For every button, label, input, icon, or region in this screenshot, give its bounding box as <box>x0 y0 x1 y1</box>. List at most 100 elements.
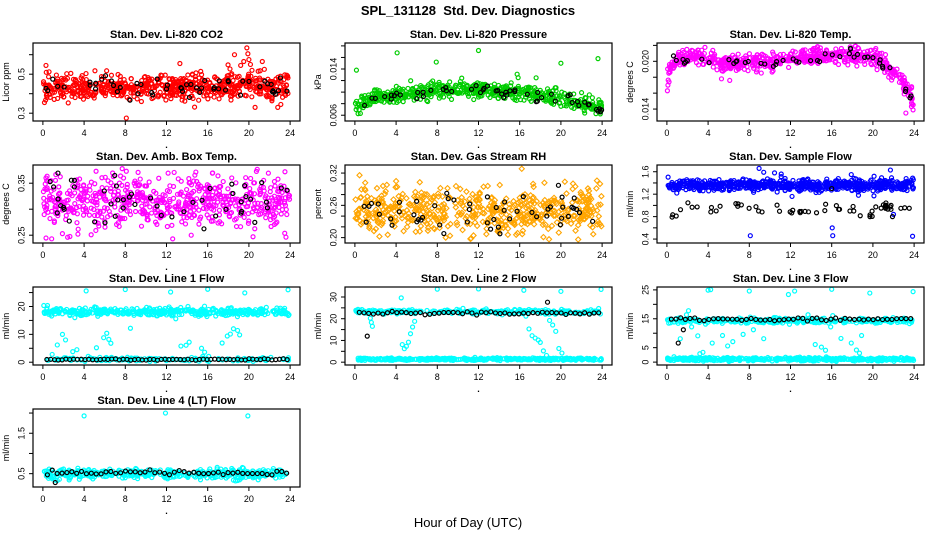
series-hourly-mean <box>44 356 290 363</box>
plot-line3-flow: Stan. Dev. Line 3 Flow ml/min 0 5 15 25 0 4 8 12 1… <box>624 272 936 394</box>
series-raw-low-cluster <box>52 476 261 484</box>
data-points <box>41 410 290 486</box>
svg-text:8: 8 <box>123 372 128 382</box>
series-raw-top-outliers <box>434 286 604 294</box>
series-raw <box>40 166 293 242</box>
series-hourly-mean <box>44 467 290 478</box>
svg-text:.: . <box>165 384 168 394</box>
svg-text:1.6: 1.6 <box>640 165 650 178</box>
series-raw-scattered <box>367 295 565 359</box>
svg-text:0.20: 0.20 <box>328 229 338 247</box>
plot-sample-flow: Stan. Dev. Sample Flow ml/min 0. 4 0.8 1.2 1.6… <box>624 150 936 272</box>
plots-grid: Stan. Dev. Li-820 CO2 Licor ppm 0.3 0.5 0 4 8 1… <box>0 28 936 516</box>
plot-li820-temp: Stan. Dev. Li-820 Temp. degrees C 0.014 0.0… <box>624 28 936 150</box>
axes: 0.3 0.5 0 4 8 12 16 20 24. <box>16 54 295 150</box>
svg-text:0.32: 0.32 <box>328 164 338 182</box>
plot-title: Stan. Dev. Sample Flow <box>729 151 852 163</box>
series-raw-outliers <box>664 76 916 116</box>
svg-text:0: 0 <box>40 250 45 260</box>
svg-text:.: . <box>789 262 792 272</box>
plot-li820-pressure: Stan. Dev. Li-820 Pressure kPa 0.006 0.014 0… <box>312 28 624 150</box>
plot-title: Stan. Dev. Li-820 Temp. <box>730 29 852 41</box>
svg-text:0.3: 0.3 <box>16 107 26 120</box>
svg-text:12: 12 <box>161 128 171 138</box>
svg-text:20: 20 <box>244 372 254 382</box>
plot-title: Stan. Dev. Line 1 Flow <box>109 273 225 285</box>
series-raw-scattered <box>49 315 243 361</box>
svg-text:0: 0 <box>664 128 669 138</box>
svg-text:16: 16 <box>515 128 525 138</box>
plot-svg-gas-stream-rh: Stan. Dev. Gas Stream RHpercent0.200.260… <box>313 151 613 272</box>
svg-text:16: 16 <box>515 250 525 260</box>
series-hourly-end-cluster <box>593 106 605 115</box>
svg-text:20: 20 <box>556 250 566 260</box>
series-raw-outliers <box>747 165 916 239</box>
svg-text:24: 24 <box>597 250 607 260</box>
series-raw-outliers <box>43 45 284 121</box>
data-points <box>40 166 293 242</box>
axes: 0.51.50 4 8 12 16 20 24. <box>16 412 295 516</box>
axes: 0.20 0.26 0.32 0 4 8 12 16 20 24. <box>328 164 607 272</box>
plot-svg-line1-flow: Stan. Dev. Line 1 Flow ml/min 0 10 20 0 4 8 12 16… <box>1 273 301 394</box>
axes: 0.014 0.020 0 4 8 12 16 20 24. <box>640 44 919 150</box>
svg-text:8: 8 <box>435 372 440 382</box>
svg-text:16: 16 <box>203 128 213 138</box>
svg-text:30: 30 <box>328 292 338 302</box>
svg-text:0: 0 <box>352 250 357 260</box>
series-raw-outliers <box>353 47 604 106</box>
y-axis-unit-label: degrees C <box>1 183 11 225</box>
plot-title: Stan. Dev. Amb. Box Temp. <box>96 151 237 163</box>
data-points <box>41 286 292 365</box>
series-raw <box>665 43 916 110</box>
svg-text:20: 20 <box>328 314 338 324</box>
plot-svg-li820-temp: Stan. Dev. Li-820 Temp.degrees C0.0140.0… <box>625 29 925 150</box>
series-hourly-mean <box>670 45 914 101</box>
svg-text:0: 0 <box>664 250 669 260</box>
svg-text:16: 16 <box>203 250 213 260</box>
svg-text:0: 0 <box>352 128 357 138</box>
svg-text:0: 0 <box>328 360 338 365</box>
x-axis-label: Hour of Day (UTC) <box>413 515 523 530</box>
series-hourly-mean <box>668 315 914 324</box>
y-axis-unit-label: ml/min <box>1 435 11 462</box>
svg-text:12: 12 <box>161 372 171 382</box>
svg-text:0: 0 <box>40 372 45 382</box>
axes: 0 10 20 0 4 8 12 16 20 24. <box>16 292 295 394</box>
svg-text:24: 24 <box>285 128 295 138</box>
svg-text:4: 4 <box>706 250 711 260</box>
svg-text:24: 24 <box>597 128 607 138</box>
svg-text:.: . <box>477 384 480 394</box>
axes: 0 10 20 30 0 4 8 12 16 20 24. <box>328 292 607 394</box>
series-raw-high-band <box>41 302 292 320</box>
svg-text:20: 20 <box>556 372 566 382</box>
svg-text:0: 0 <box>16 360 26 365</box>
y-axis-unit-label: ml/min <box>625 191 635 218</box>
svg-text:4: 4 <box>82 250 87 260</box>
plot-line1-flow: Stan. Dev. Line 1 Flow ml/min 0 10 20 0 4 8 12 16… <box>0 272 312 394</box>
svg-text:1.2: 1.2 <box>640 188 650 201</box>
plot-svg-amb-box-temp: Stan. Dev. Amb. Box Temp.degrees C0.250.… <box>1 151 301 272</box>
data-points <box>664 286 917 365</box>
svg-text:4: 4 <box>394 128 399 138</box>
series-raw-top-outliers <box>705 286 916 298</box>
plot-title: Stan. Dev. Li-820 CO2 <box>110 29 223 41</box>
svg-text:20: 20 <box>556 128 566 138</box>
svg-text:16: 16 <box>827 128 837 138</box>
series-hourly-mean <box>361 182 596 237</box>
series-raw-outliers <box>43 166 288 242</box>
svg-text:0.35: 0.35 <box>16 174 26 192</box>
plot-title: Stan. Dev. Gas Stream RH <box>411 151 547 163</box>
plot-svg-line4-lt-flow: Stan. Dev. Line 4 (LT) Flow ml/min 0.51.50… <box>1 395 301 516</box>
y-axis-unit-label: ml/min <box>625 313 635 340</box>
series-hourly-mean <box>669 200 912 220</box>
svg-text:0.8: 0.8 <box>640 210 650 223</box>
svg-text:4: 4 <box>82 128 87 138</box>
series-hourly-outliers <box>52 479 58 486</box>
svg-text:16: 16 <box>203 372 213 382</box>
plot-svg-sample-flow: Stan. Dev. Sample Flow ml/min 0. 4 0.8 1.2 1.6… <box>625 151 925 272</box>
series-hourly-outliers <box>675 327 686 346</box>
axes: 0.25 0.35 0 4 8 12 16 20 24. <box>16 174 295 272</box>
svg-text:24: 24 <box>909 128 919 138</box>
svg-text:12: 12 <box>473 372 483 382</box>
